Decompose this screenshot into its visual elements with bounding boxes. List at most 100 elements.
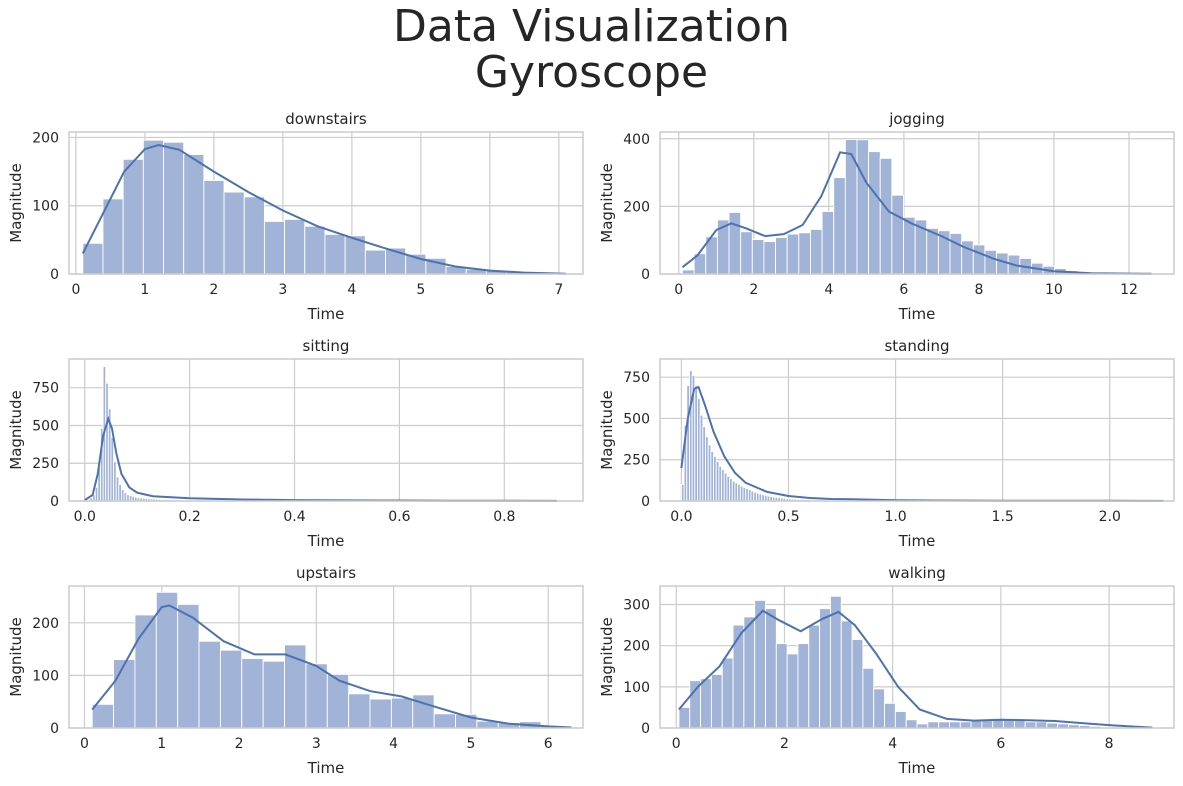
x-tick-label: 0.0	[670, 509, 692, 525]
panel-title: downstairs	[285, 110, 367, 128]
x-tick-label: 2.0	[1099, 509, 1121, 525]
histogram-bar	[786, 653, 799, 729]
x-tick-label: 0	[71, 282, 80, 298]
figure-title-line2: Gyroscope	[474, 47, 709, 98]
x-axis-label: Time	[898, 759, 936, 777]
histogram-bar	[155, 591, 179, 729]
histogram-bar	[183, 154, 205, 275]
y-tick-label: 0	[641, 494, 650, 510]
y-tick-label: 250	[32, 456, 59, 472]
y-tick-label: 200	[623, 639, 650, 655]
histogram-bar	[775, 237, 788, 275]
histogram-bar	[819, 608, 831, 729]
histogram-bar	[369, 698, 392, 729]
y-tick-label: 500	[32, 418, 59, 434]
histogram-bar	[821, 211, 835, 275]
panel-title: sitting	[303, 337, 350, 355]
y-tick-label: 0	[50, 267, 59, 283]
histogram-bar	[809, 228, 823, 275]
panel-downstairs: 0 1 2 3 4 5 6 7 0 100 200 downstairs Time Magnitude	[7, 110, 584, 323]
histogram-bar	[851, 639, 864, 729]
y-tick-label: 200	[32, 616, 59, 632]
axes-frame	[659, 131, 1175, 275]
y-tick-label: 100	[623, 680, 650, 696]
x-tick-label: 4	[888, 736, 897, 752]
x-tick-label: 1	[140, 282, 149, 298]
histogram-bar	[1003, 719, 1015, 729]
histogram-bar	[927, 721, 940, 729]
histogram-bar	[678, 706, 691, 729]
panel-title: walking	[888, 564, 946, 582]
axes-frame	[68, 358, 584, 502]
y-axis-label: Magnitude	[598, 390, 616, 469]
x-tick-label: 8	[974, 282, 983, 298]
x-tick-label: 0	[672, 736, 681, 752]
histogram-bar	[972, 244, 986, 275]
histogram-bar	[833, 177, 846, 275]
histogram-bar	[728, 212, 742, 275]
histogram-bar	[905, 719, 918, 729]
kde-line	[91, 604, 572, 729]
histogram-bar	[219, 649, 243, 729]
x-tick-label: 3	[312, 736, 321, 752]
x-tick-label: 4	[347, 282, 356, 298]
x-tick-label: 2	[209, 282, 218, 298]
histogram-bar	[390, 697, 414, 729]
histogram-bar	[743, 616, 756, 729]
histogram-bar	[926, 227, 939, 275]
histogram-bar	[700, 678, 712, 729]
histogram-bar	[754, 599, 766, 729]
y-tick-label: 0	[641, 267, 650, 283]
histogram-bar	[894, 711, 907, 729]
histogram-bar	[102, 198, 124, 275]
y-tick-label: 100	[32, 199, 59, 215]
histogram-bar	[938, 721, 950, 729]
histogram-bar	[304, 225, 326, 275]
histogram-bar	[984, 249, 997, 275]
histogram-bar	[324, 233, 346, 275]
x-tick-label: 0.8	[493, 509, 515, 525]
histogram-bar	[710, 674, 723, 729]
kde-line	[84, 415, 557, 502]
histogram-bar	[873, 688, 885, 729]
histogram-bar	[284, 218, 306, 275]
histogram-bar	[949, 721, 961, 729]
y-tick-label: 750	[32, 381, 59, 397]
histogram-bar	[840, 620, 853, 729]
x-tick-label: 3	[278, 282, 287, 298]
histogram-bar	[763, 241, 777, 275]
y-tick-label: 300	[623, 598, 650, 614]
x-axis-label: Time	[898, 532, 936, 550]
x-tick-label: 0	[674, 282, 683, 298]
x-tick-label: 0	[80, 736, 89, 752]
y-tick-label: 250	[623, 453, 650, 469]
histogram-bar	[884, 702, 896, 729]
y-axis-label: Magnitude	[7, 390, 25, 469]
x-axis-label: Time	[307, 759, 345, 777]
x-tick-label: 6	[899, 282, 908, 298]
histogram-bar	[856, 139, 870, 275]
x-tick-label: 6	[544, 736, 553, 752]
histogram-bar	[721, 657, 734, 729]
panel-title: jogging	[888, 110, 945, 128]
histogram-bar	[262, 660, 285, 729]
histogram-bar	[992, 719, 1005, 729]
histogram-bar	[689, 680, 702, 729]
axes-frame	[659, 585, 1175, 729]
histogram-bar	[163, 141, 185, 275]
histogram-bar	[751, 239, 765, 275]
x-tick-label: 1.0	[884, 509, 906, 525]
histogram-bar	[879, 157, 893, 275]
histogram-bar	[122, 158, 144, 275]
histogram-bar	[765, 608, 777, 729]
y-tick-label: 750	[623, 370, 650, 386]
y-tick-label: 100	[32, 668, 59, 684]
histogram-bar	[433, 713, 456, 729]
histogram-bar	[949, 232, 963, 275]
kde-line	[680, 385, 1164, 502]
histogram-bar	[1035, 721, 1048, 729]
x-tick-label: 0.2	[178, 509, 200, 525]
x-tick-label: 1	[157, 736, 166, 752]
histogram-bar	[203, 180, 225, 275]
x-tick-label: 2	[780, 736, 789, 752]
